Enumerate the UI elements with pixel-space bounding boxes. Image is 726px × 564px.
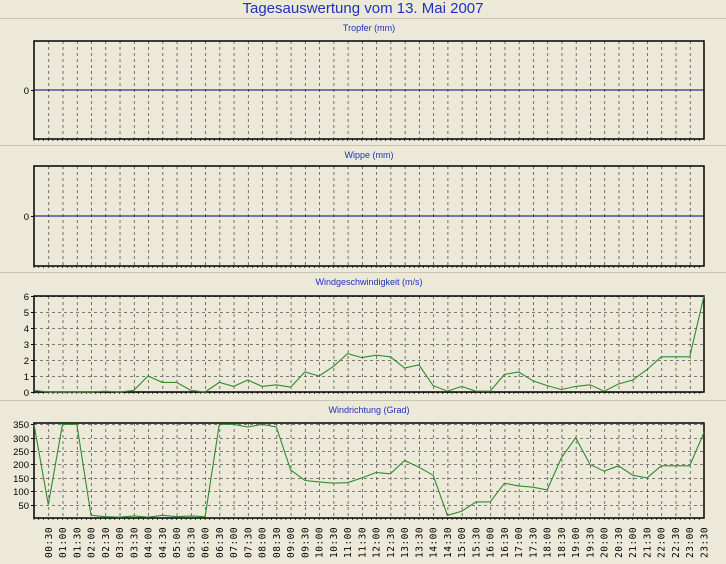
plot-frame [33,295,705,393]
x-tick-label: 02:30 [101,527,112,558]
chart-title: Windrichtung (Grad) [328,405,409,415]
y-tick-label: 100 [13,487,29,498]
main-title: Tagesauswertung vom 13. Mai 2007 [242,0,484,17]
y-tick-label: 4 [24,324,29,335]
y-tick-label: 1 [24,372,29,383]
plot-frame [33,422,705,519]
y-tick-label: 0 [24,212,29,223]
x-tick-label: 06:00 [201,527,212,558]
y-tick-label: 250 [13,447,29,458]
y-tick-label: 5 [24,308,29,319]
x-tick-label: 08:00 [258,527,269,558]
x-tick-label: 20:00 [600,527,611,558]
x-tick-label: 21:00 [628,527,639,558]
x-tick-label: 07:30 [243,527,254,558]
x-tick-label: 21:30 [642,527,653,558]
x-tick-label: 18:00 [543,527,554,558]
x-tick-label: 01:00 [58,527,69,558]
y-tick-label: 50 [18,501,29,512]
x-tick-label: 13:00 [400,527,411,558]
y-tick-label: 350 [13,420,29,431]
x-tick-label: 05:30 [186,527,197,558]
x-tick-label: 19:30 [585,527,596,558]
x-tick-label: 15:30 [471,527,482,558]
chart-title: Tropfer (mm) [343,23,395,33]
x-tick-label: 07:00 [229,527,240,558]
y-tick-label: 0 [24,86,29,97]
x-tick-label: 10:00 [315,527,326,558]
x-tick-label: 23:30 [700,527,711,558]
x-tick-label: 22:30 [671,527,682,558]
x-tick-label: 09:00 [286,527,297,558]
y-tick-label: 200 [13,460,29,471]
x-tick-label: 00:30 [44,527,55,558]
x-tick-label: 05:00 [172,527,183,558]
y-tick-label: 3 [24,340,29,351]
x-tick-label: 02:00 [87,527,98,558]
y-tick-label: 150 [13,474,29,485]
y-tick-label: 2 [24,356,29,367]
x-tick-label: 22:00 [657,527,668,558]
x-tick-label: 01:30 [72,527,83,558]
y-tick-label: 300 [13,434,29,445]
x-tick-label: 03:00 [115,527,126,558]
x-tick-label: 11:00 [343,527,354,558]
x-tick-label: 04:30 [158,527,169,558]
x-tick-label: 23:00 [685,527,696,558]
x-tick-label: 16:30 [500,527,511,558]
chart-title: Windgeschwindigkeit (m/s) [315,277,422,287]
x-tick-label: 12:00 [372,527,383,558]
y-tick-label: 0 [24,388,29,399]
x-tick-label: 11:30 [357,527,368,558]
x-tick-label: 18:30 [557,527,568,558]
x-tick-label: 04:00 [144,527,155,558]
series-line [33,423,705,518]
x-tick-label: 03:30 [129,527,140,558]
x-tick-label: 14:00 [429,527,440,558]
x-tick-label: 15:00 [457,527,468,558]
x-tick-label: 10:30 [329,527,340,558]
x-tick-label: 12:30 [386,527,397,558]
y-tick-label: 6 [24,292,29,303]
x-tick-label: 09:30 [300,527,311,558]
x-tick-label: 06:30 [215,527,226,558]
series-line [33,295,705,393]
x-tick-label: 13:30 [414,527,425,558]
x-tick-label: 16:00 [486,527,497,558]
x-tick-label: 19:00 [571,527,582,558]
x-tick-label: 17:30 [528,527,539,558]
x-tick-label: 17:00 [514,527,525,558]
x-tick-label: 20:30 [614,527,625,558]
x-tick-label: 14:30 [443,527,454,558]
x-tick-label: 08:30 [272,527,283,558]
chart-title: Wippe (mm) [345,150,394,160]
